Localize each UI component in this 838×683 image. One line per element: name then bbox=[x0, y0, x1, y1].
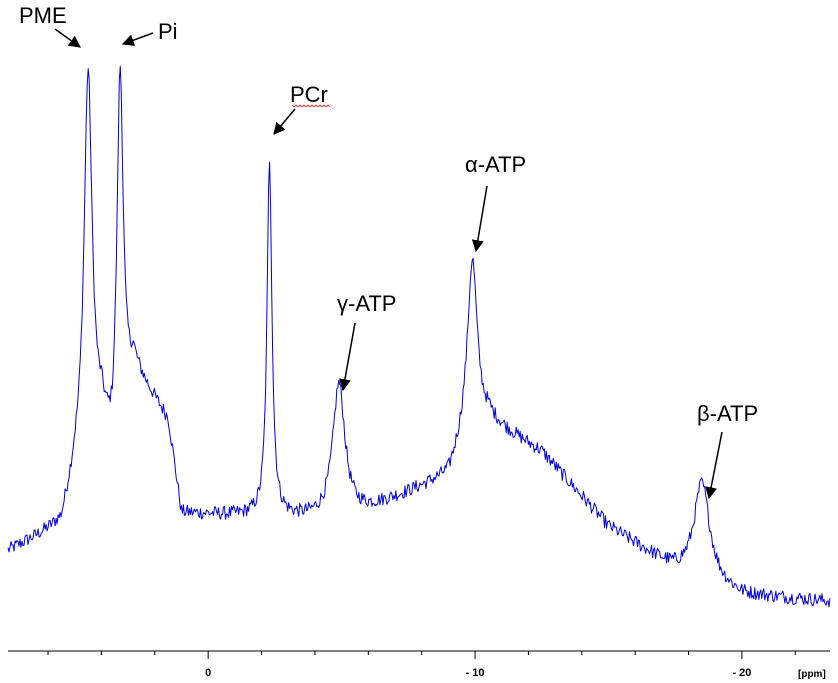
plot-area bbox=[7, 65, 831, 608]
peak-label-beta-atp: β-ATP bbox=[697, 401, 758, 426]
x-axis-tick-label: 0 bbox=[205, 667, 211, 679]
x-axis-unit-label: [ppm] bbox=[798, 669, 826, 680]
peak-arrow-alpha-atp bbox=[471, 185, 488, 253]
peak-label-pcr: PCr bbox=[290, 82, 328, 107]
pcr-spellcheck-underline bbox=[291, 104, 331, 108]
peak-annotations: PME Pi PCr γ-ATP α-ATP β-ATP bbox=[19, 3, 758, 500]
peak-arrow-gamma-atp bbox=[338, 322, 356, 392]
x-axis-tick-label: - 20 bbox=[732, 667, 751, 679]
spectrum-trace bbox=[7, 65, 831, 608]
peak-label-gamma-atp: γ-ATP bbox=[337, 291, 396, 316]
peak-label-pi: Pi bbox=[158, 19, 178, 44]
peak-arrow-pcr bbox=[273, 108, 296, 135]
peak-arrow-pme bbox=[54, 28, 81, 48]
peak-label-alpha-atp: α-ATP bbox=[465, 152, 526, 177]
x-axis-tick-label: - 10 bbox=[466, 667, 485, 679]
peak-label-pme: PME bbox=[19, 3, 67, 28]
x-axis-ticks: 0 - 10 - 20 bbox=[47, 651, 796, 679]
x-axis: 0 - 10 - 20 [ppm] bbox=[8, 650, 830, 680]
peak-arrow-pi bbox=[121, 32, 154, 46]
peak-arrow-beta-atp bbox=[705, 431, 723, 500]
